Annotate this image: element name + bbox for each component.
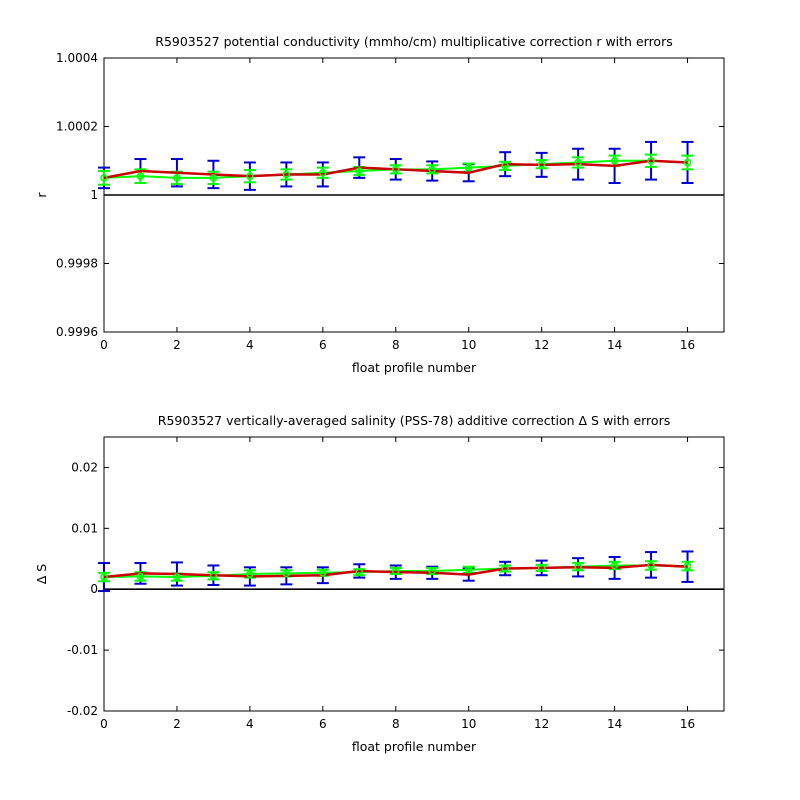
mapped-point bbox=[464, 163, 473, 172]
mapped-point bbox=[392, 567, 400, 575]
y-tick-label: -0.02 bbox=[67, 704, 98, 718]
x-tick-label: 10 bbox=[461, 717, 476, 731]
y-tick-label: 0.9996 bbox=[56, 325, 98, 339]
mapped-point bbox=[683, 562, 692, 570]
mapped-point bbox=[501, 162, 509, 170]
mapped-point bbox=[136, 172, 145, 180]
chart-title: R5903527 potential conductivity (mmho/cm… bbox=[155, 34, 672, 49]
mapped-point bbox=[610, 157, 619, 165]
mapped-point bbox=[392, 165, 400, 174]
x-tick-label: 8 bbox=[392, 338, 400, 352]
mapped-point bbox=[574, 158, 582, 167]
y-axis-label: Δ S bbox=[34, 564, 49, 585]
x-tick-label: 4 bbox=[246, 717, 254, 731]
mapped-point bbox=[464, 565, 473, 574]
mapped-point bbox=[173, 174, 181, 182]
y-tick-label: 0.9998 bbox=[56, 257, 98, 271]
x-tick-label: 10 bbox=[461, 338, 476, 352]
panel-salinity-correction: 0 2 4 6 8 10 12 14 16 -0.02 -0.01 0 0.01 0.02 R5903527… bbox=[34, 413, 725, 754]
mapped-point bbox=[537, 564, 546, 572]
mapped-point bbox=[100, 573, 108, 581]
fit-series-line bbox=[103, 159, 688, 180]
x-tick-label: 0 bbox=[100, 338, 108, 352]
x-axis-label: float profile number bbox=[352, 360, 477, 375]
y-tick-label: 0.01 bbox=[71, 521, 98, 535]
y-tick-label: 1.0002 bbox=[56, 120, 98, 134]
x-tick-label: 4 bbox=[246, 338, 254, 352]
x-tick-label: 8 bbox=[392, 717, 400, 731]
mapped-point bbox=[428, 567, 436, 575]
chart-title: R5903527 vertically-averaged salinity (P… bbox=[158, 413, 670, 428]
y-tick-label: 0 bbox=[90, 582, 98, 596]
x-tick-label: 12 bbox=[534, 717, 549, 731]
mapped-point bbox=[537, 160, 546, 168]
fit-series-line bbox=[103, 563, 688, 579]
x-tick-label: 16 bbox=[680, 717, 695, 731]
mapped-point bbox=[319, 569, 327, 577]
x-axis-label: float profile number bbox=[352, 739, 477, 754]
x-tick-label: 14 bbox=[607, 338, 622, 352]
mapped-point bbox=[647, 157, 655, 165]
x-tick-label: 2 bbox=[173, 717, 181, 731]
x-tick-label: 6 bbox=[319, 338, 327, 352]
mapped-point bbox=[173, 573, 181, 581]
mapped-point bbox=[246, 570, 254, 578]
mapped-point bbox=[355, 568, 364, 576]
mapped-point bbox=[647, 561, 655, 570]
mapped-point bbox=[574, 562, 582, 571]
mapped-point bbox=[209, 572, 218, 580]
x-tick-label: 14 bbox=[607, 717, 622, 731]
mapped-point bbox=[282, 170, 291, 179]
y-tick-label: 1.0004 bbox=[56, 51, 98, 65]
x-tick-label: 6 bbox=[319, 717, 327, 731]
mapped-point bbox=[319, 168, 327, 177]
x-tick-label: 12 bbox=[534, 338, 549, 352]
mapped-point bbox=[209, 174, 218, 182]
mapped-point bbox=[355, 167, 364, 175]
x-tick-label: 16 bbox=[680, 338, 695, 352]
mapped-point bbox=[610, 561, 619, 570]
x-tick-label: 2 bbox=[173, 338, 181, 352]
y-tick-label: -0.01 bbox=[67, 643, 98, 657]
panel-conductivity-correction: 0 2 4 6 8 10 12 14 16 0.9996 0.9998 1 1.0002 1.0004 R5… bbox=[34, 34, 725, 375]
y-tick-label: 1 bbox=[90, 188, 98, 202]
mapped-point bbox=[428, 165, 436, 174]
x-tick-label: 0 bbox=[100, 717, 108, 731]
mapped-point bbox=[282, 569, 291, 578]
mapped-point bbox=[246, 172, 254, 180]
y-tick-label: 0.02 bbox=[71, 460, 98, 474]
y-axis-label: r bbox=[34, 192, 49, 198]
mapped-point bbox=[136, 572, 145, 581]
mapped-point bbox=[683, 158, 692, 167]
mapped-point bbox=[501, 564, 509, 573]
mapped-point bbox=[100, 174, 108, 182]
